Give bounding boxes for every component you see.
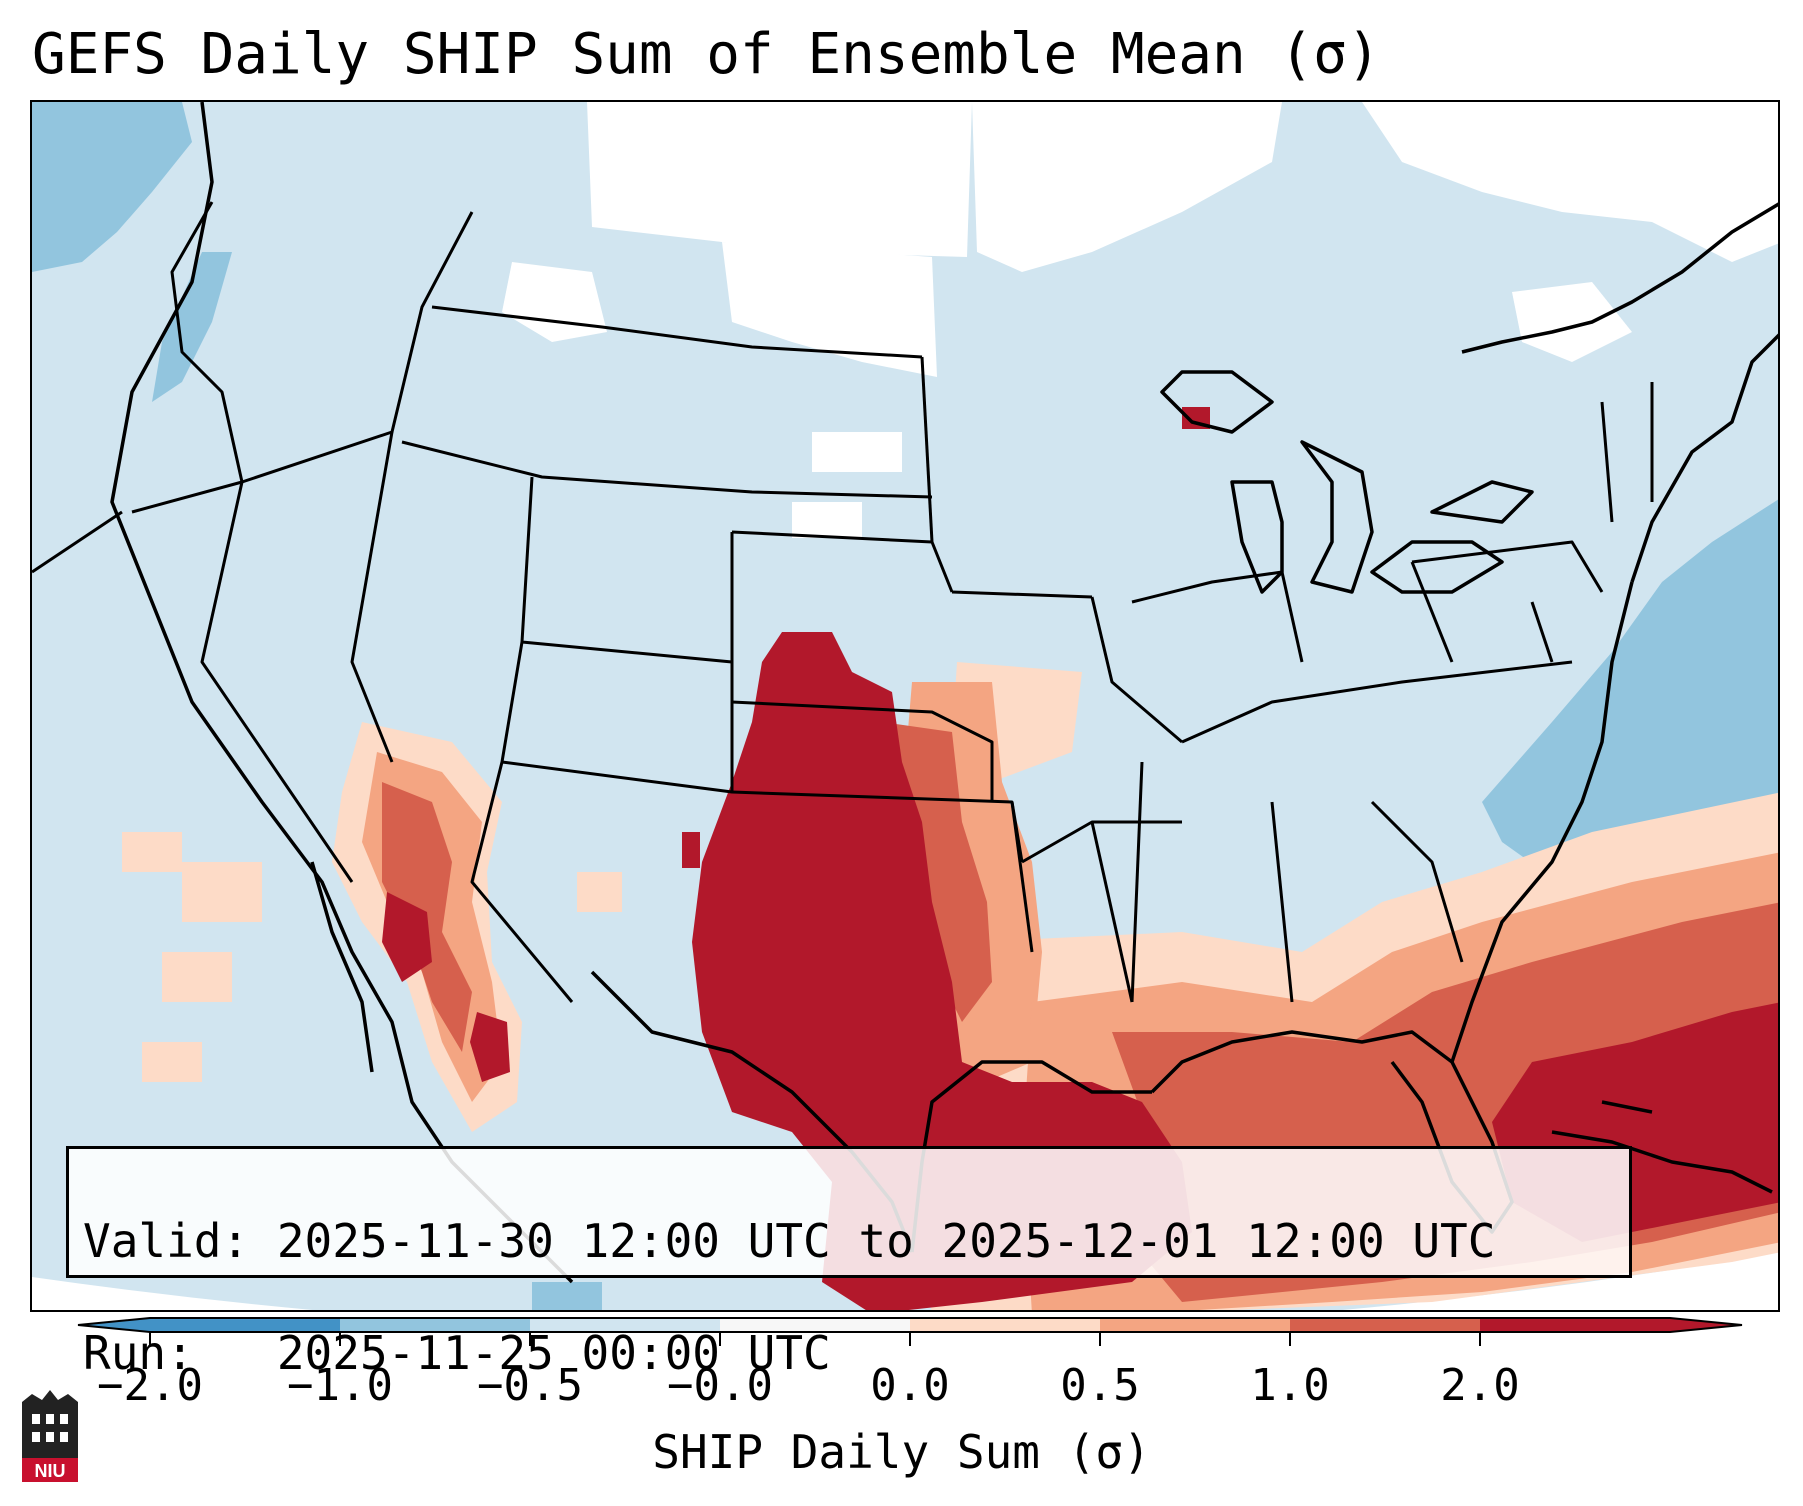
colorbar-tick-label: −2.0 xyxy=(97,1360,203,1411)
colorbar-tick-label: −0.0 xyxy=(667,1360,773,1411)
state-borders xyxy=(32,201,1654,1003)
colorbar-segment xyxy=(1290,1318,1481,1332)
logo-text: NIU xyxy=(35,1461,66,1481)
niu-logo: NIU xyxy=(22,1390,78,1482)
colorbar-segment xyxy=(720,1318,911,1332)
colorbar xyxy=(77,1317,1743,1346)
colorbar-extend-high xyxy=(1670,1318,1742,1332)
anomaly-near-zero xyxy=(502,102,1778,538)
colorbar-segment xyxy=(1480,1318,1671,1332)
colorbar-tick-label: 0.5 xyxy=(1060,1360,1140,1411)
colorbar-extend-low xyxy=(78,1318,150,1332)
colorbar-tick-label: 0.0 xyxy=(870,1360,950,1411)
chart-title: GEFS Daily SHIP Sum of Ensemble Mean (σ) xyxy=(32,22,1381,87)
run-time-line: Run: 2025-11-25 00:00 UTC xyxy=(83,1326,831,1380)
map-canvas xyxy=(32,102,1778,1310)
colorbar-segment xyxy=(910,1318,1101,1332)
colorbar-segment xyxy=(340,1318,531,1332)
colorbar-tick-label: −0.5 xyxy=(477,1360,583,1411)
anomaly-negative-1 xyxy=(32,102,1778,1310)
validity-info-box: Valid: 2025-11-30 12:00 UTC to 2025-12-0… xyxy=(66,1146,1632,1380)
colorbar-tick-label: 2.0 xyxy=(1440,1360,1520,1411)
colorbar-segment xyxy=(150,1318,341,1332)
colorbar-segment xyxy=(530,1318,721,1332)
colorbar-segment xyxy=(1100,1318,1291,1332)
map-frame xyxy=(30,100,1780,1312)
colorbar-label: SHIP Daily Sum (σ) xyxy=(652,1425,1151,1479)
valid-time-line: Valid: 2025-11-30 12:00 UTC to 2025-12-0… xyxy=(83,1214,1496,1268)
colorbar-tick-label: 1.0 xyxy=(1250,1360,1330,1411)
colorbar-tick-label: −1.0 xyxy=(287,1360,393,1411)
